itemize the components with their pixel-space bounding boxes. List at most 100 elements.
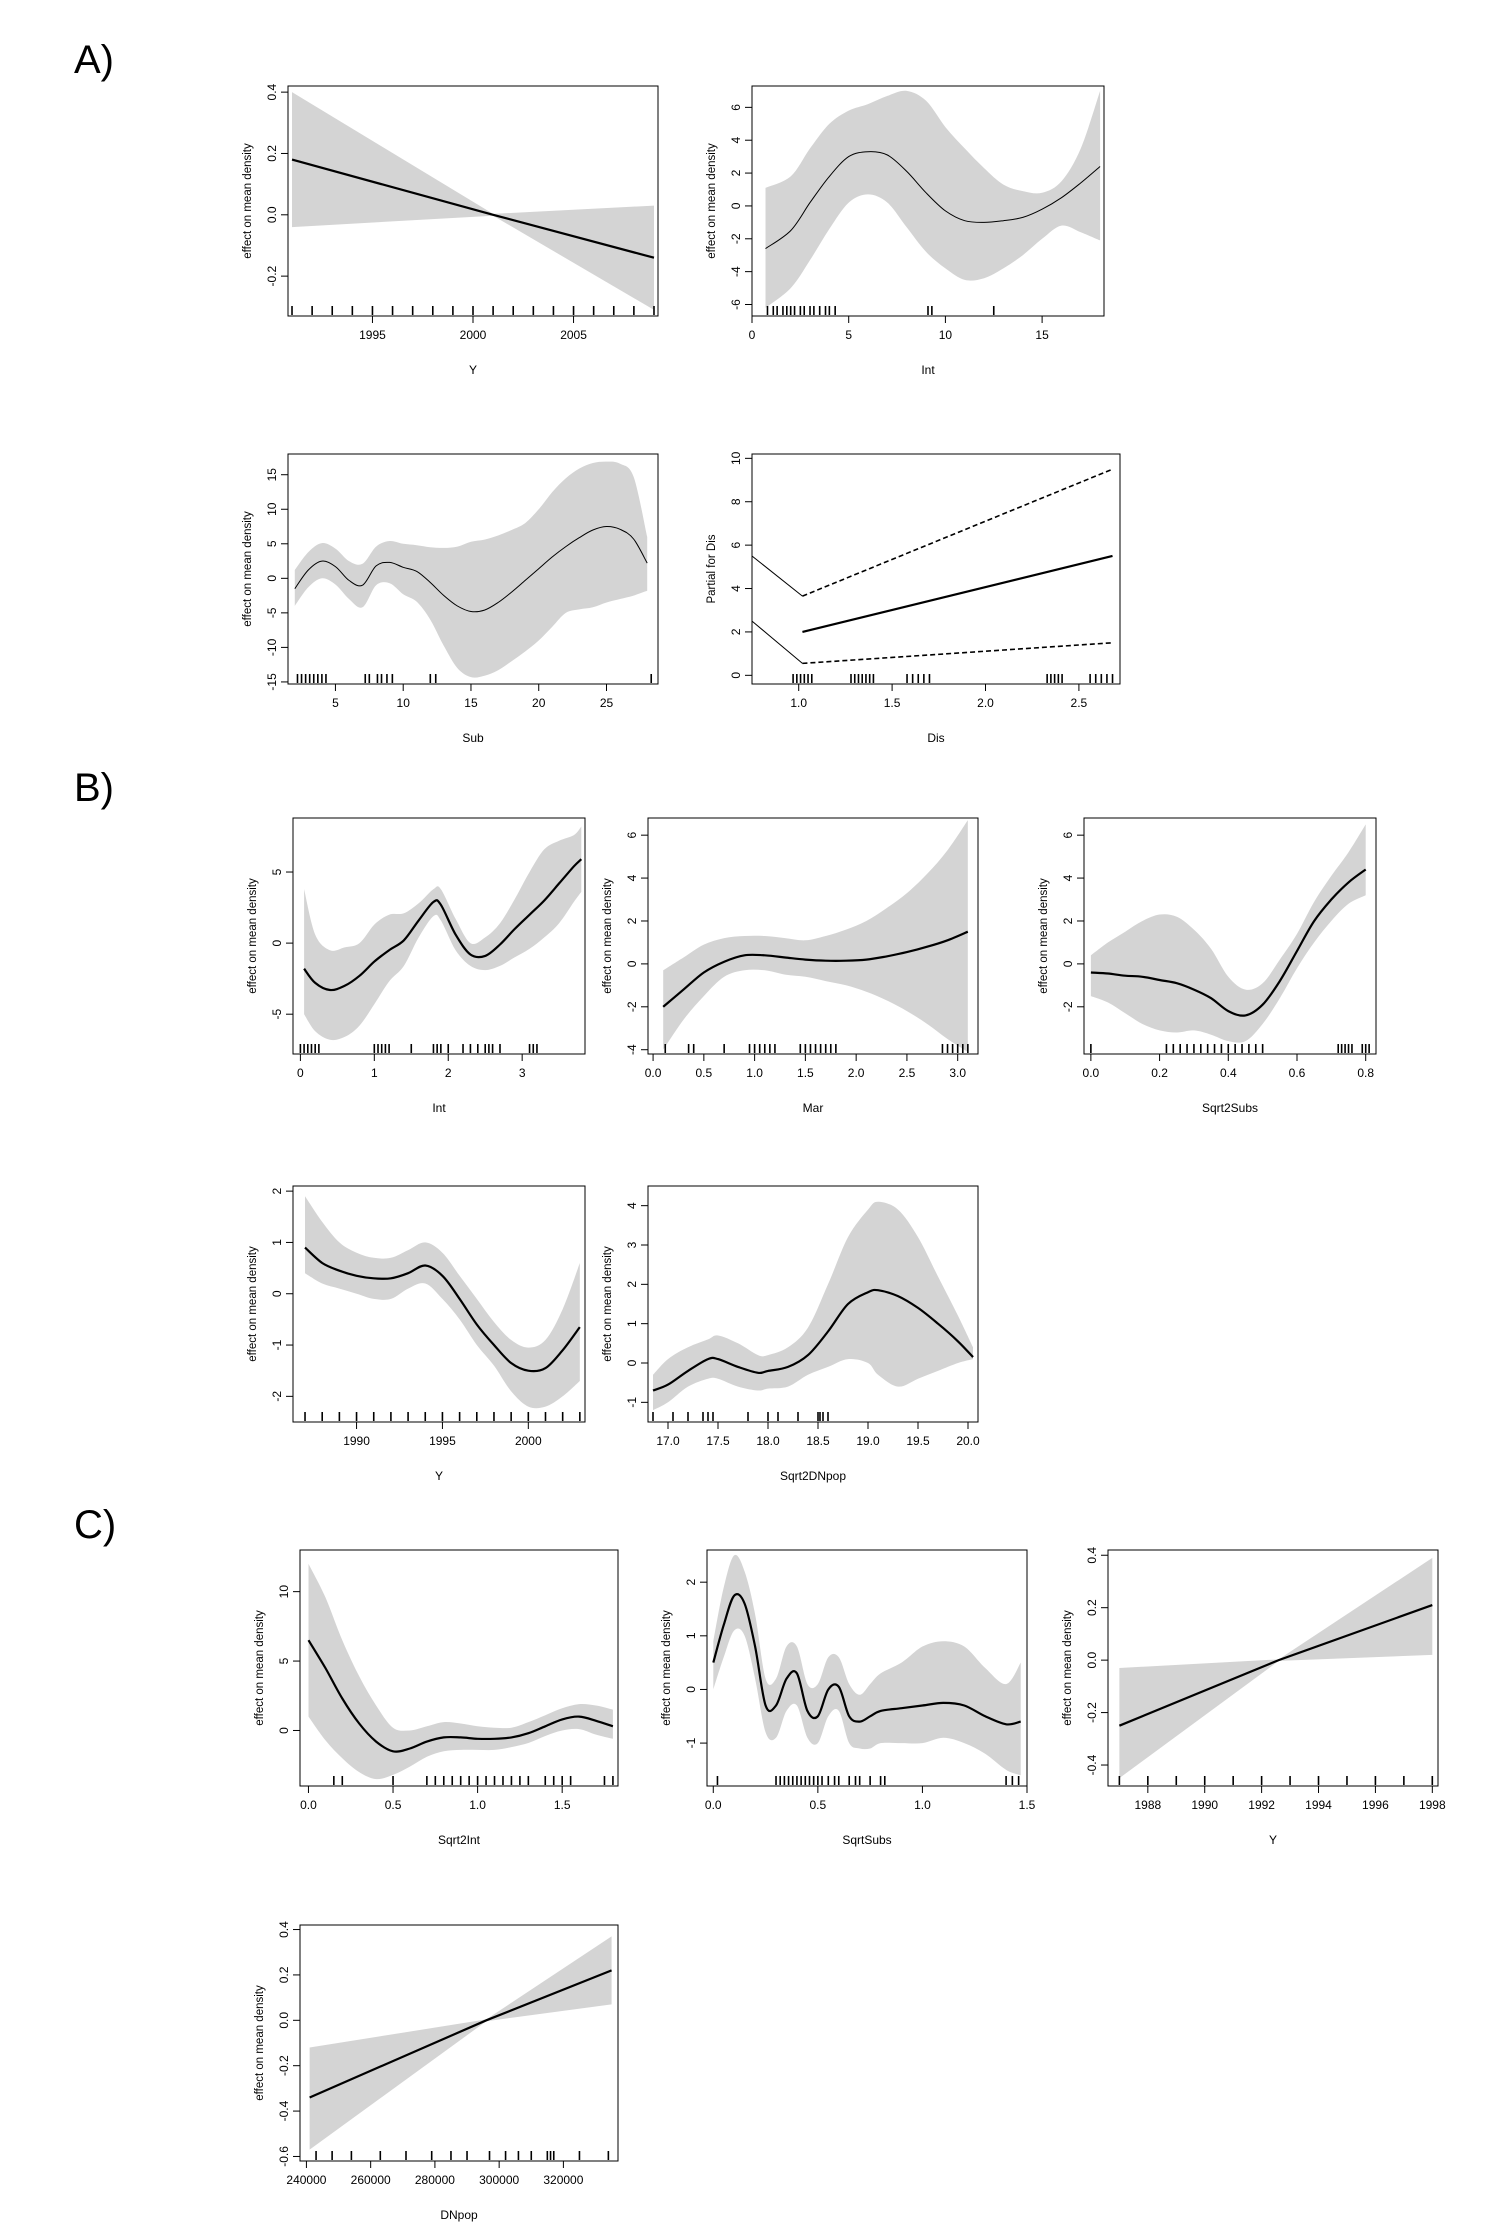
x-tick-label: 240000 [286,2173,326,2187]
plot-frame [706,1549,1028,1787]
fitted-line [662,930,969,1008]
x-axis-label: Y [435,1469,443,1483]
x-tick-label: 1.5 [797,1066,814,1080]
ci-lower-line [802,641,1113,665]
fitted-line [712,1593,1021,1726]
y-axis-label: effect on mean density [242,511,254,627]
x-tick-label: 0.0 [1083,1066,1100,1080]
y-axis-label: effect on mean density [242,143,254,259]
x-tick-label: 0.5 [696,1066,713,1080]
ci-lower-lead [752,620,803,664]
y-tick-label: 0 [729,672,743,679]
y-tick-label: 10 [265,502,279,516]
x-tick-label: 20.0 [956,1434,980,1448]
x-tick-label: 0.4 [1220,1066,1237,1080]
y-axis-label: effect on mean density [706,143,718,259]
plot-frame [647,1185,979,1423]
chart-panel-a2: 0 5 10 15 -6 -4 -2 0 2 4 6 Int effect on mean densit… [706,85,1105,377]
y-tick-label: -5 [265,607,279,618]
x-tick-label: 1998 [1419,1798,1446,1812]
confidence-band [292,92,654,310]
chart-panel-c4: 240000 260000 280000 300000 320000 -0.6 -0.4 -0… [254,1921,619,2222]
y-tick-label: 6 [729,541,743,548]
x-tick-label: 1995 [359,328,386,342]
plot-frame [647,817,979,1055]
y-axis-label: effect on mean density [1062,1610,1074,1726]
fitted-line [652,1288,974,1392]
y-tick-label: -1 [625,1397,639,1408]
y-tick-label: -6 [729,299,743,310]
y-tick-label: 2 [270,1187,284,1194]
y-tick-label: 2 [729,628,743,635]
fitted-line [1118,1604,1433,1727]
section-label-b: B) [74,766,114,810]
x-tick-label: 2 [445,1066,452,1080]
plot-frame [292,1185,586,1423]
x-tick-label: 10 [397,696,411,710]
y-tick-label: 0 [1061,960,1075,967]
confidence-band [663,820,968,1052]
fitted-line [802,554,1113,633]
y-tick-label: -2 [625,1001,639,1012]
x-tick-label: 17.5 [706,1434,730,1448]
x-tick-label: 19.5 [906,1434,930,1448]
x-axis-label: Dis [927,731,944,745]
y-tick-label: 1 [684,1632,698,1639]
y-tick-label: 0.4 [265,83,279,100]
y-tick-label: 0 [277,1727,291,1734]
confidence-band [309,1936,612,2150]
fitted-line [291,158,655,259]
plot-frame [299,1924,619,2162]
x-tick-label: 18.0 [756,1434,780,1448]
x-tick-label: 19.0 [856,1434,880,1448]
y-tick-label: 4 [625,1202,639,1209]
chart-panel-c3: 1988 1990 1992 1994 1996 1998 -0.4 -0.2 0.0 0.2 0.… [1062,1547,1446,1847]
y-tick-label: 4 [729,585,743,592]
y-tick-label: 0 [270,939,284,946]
y-tick-label: 2 [1061,917,1075,924]
y-tick-label: 6 [729,104,743,111]
y-tick-label: 5 [265,540,279,547]
y-tick-label: 2 [684,1579,698,1586]
x-axis-label: SqrtSubs [842,1833,891,1847]
y-tick-label: 0 [625,1359,639,1366]
y-tick-label: -0.4 [1085,1754,1099,1775]
x-tick-label: 1994 [1305,1798,1332,1812]
x-tick-label: 320000 [543,2173,583,2187]
chart-panel-a3: 5 10 15 20 25 -15 -10 -5 0 5 10 15 Sub effect on mean… [242,453,659,745]
y-tick-label: 0.0 [277,2012,291,2029]
y-tick-label: -0.6 [277,2146,291,2167]
x-tick-label: 5 [332,696,339,710]
y-tick-label: 0.2 [265,145,279,162]
confidence-band [308,1563,613,1780]
x-tick-label: 1.0 [790,696,807,710]
x-tick-label: 2.0 [848,1066,865,1080]
x-axis-label: Int [432,1101,446,1115]
fitted-line [307,1639,614,1753]
x-tick-label: 15 [464,696,478,710]
fitted-line [1090,868,1367,1017]
x-tick-label: 2000 [515,1434,542,1448]
chart-panel-b2: 0.0 0.5 1.0 1.5 2.0 2.5 3.0 -4 -2 0 2 4 6 Mar effect o… [602,817,979,1115]
fitted-line [309,1969,612,2099]
y-tick-label: 0.2 [277,1966,291,1983]
x-tick-label: 15 [1035,328,1049,342]
x-tick-label: 1 [371,1066,378,1080]
y-tick-label: 1 [270,1239,284,1246]
x-tick-label: 0.0 [300,1798,317,1812]
section-label-c: C) [74,1503,117,1547]
y-tick-label: -15 [265,673,279,691]
x-tick-label: 2005 [560,328,587,342]
x-tick-label: 1990 [343,1434,370,1448]
y-tick-label: 8 [729,498,743,505]
confidence-band [305,1196,580,1409]
y-axis-label: effect on mean density [254,1610,266,1726]
x-tick-label: 25 [600,696,614,710]
x-tick-label: 3 [519,1066,526,1080]
x-tick-label: 2.5 [899,1066,916,1080]
x-axis-label: Mar [803,1101,824,1115]
x-tick-label: 0.2 [1151,1066,1168,1080]
confidence-band [1119,1557,1433,1779]
y-tick-label: -0.2 [265,265,279,286]
